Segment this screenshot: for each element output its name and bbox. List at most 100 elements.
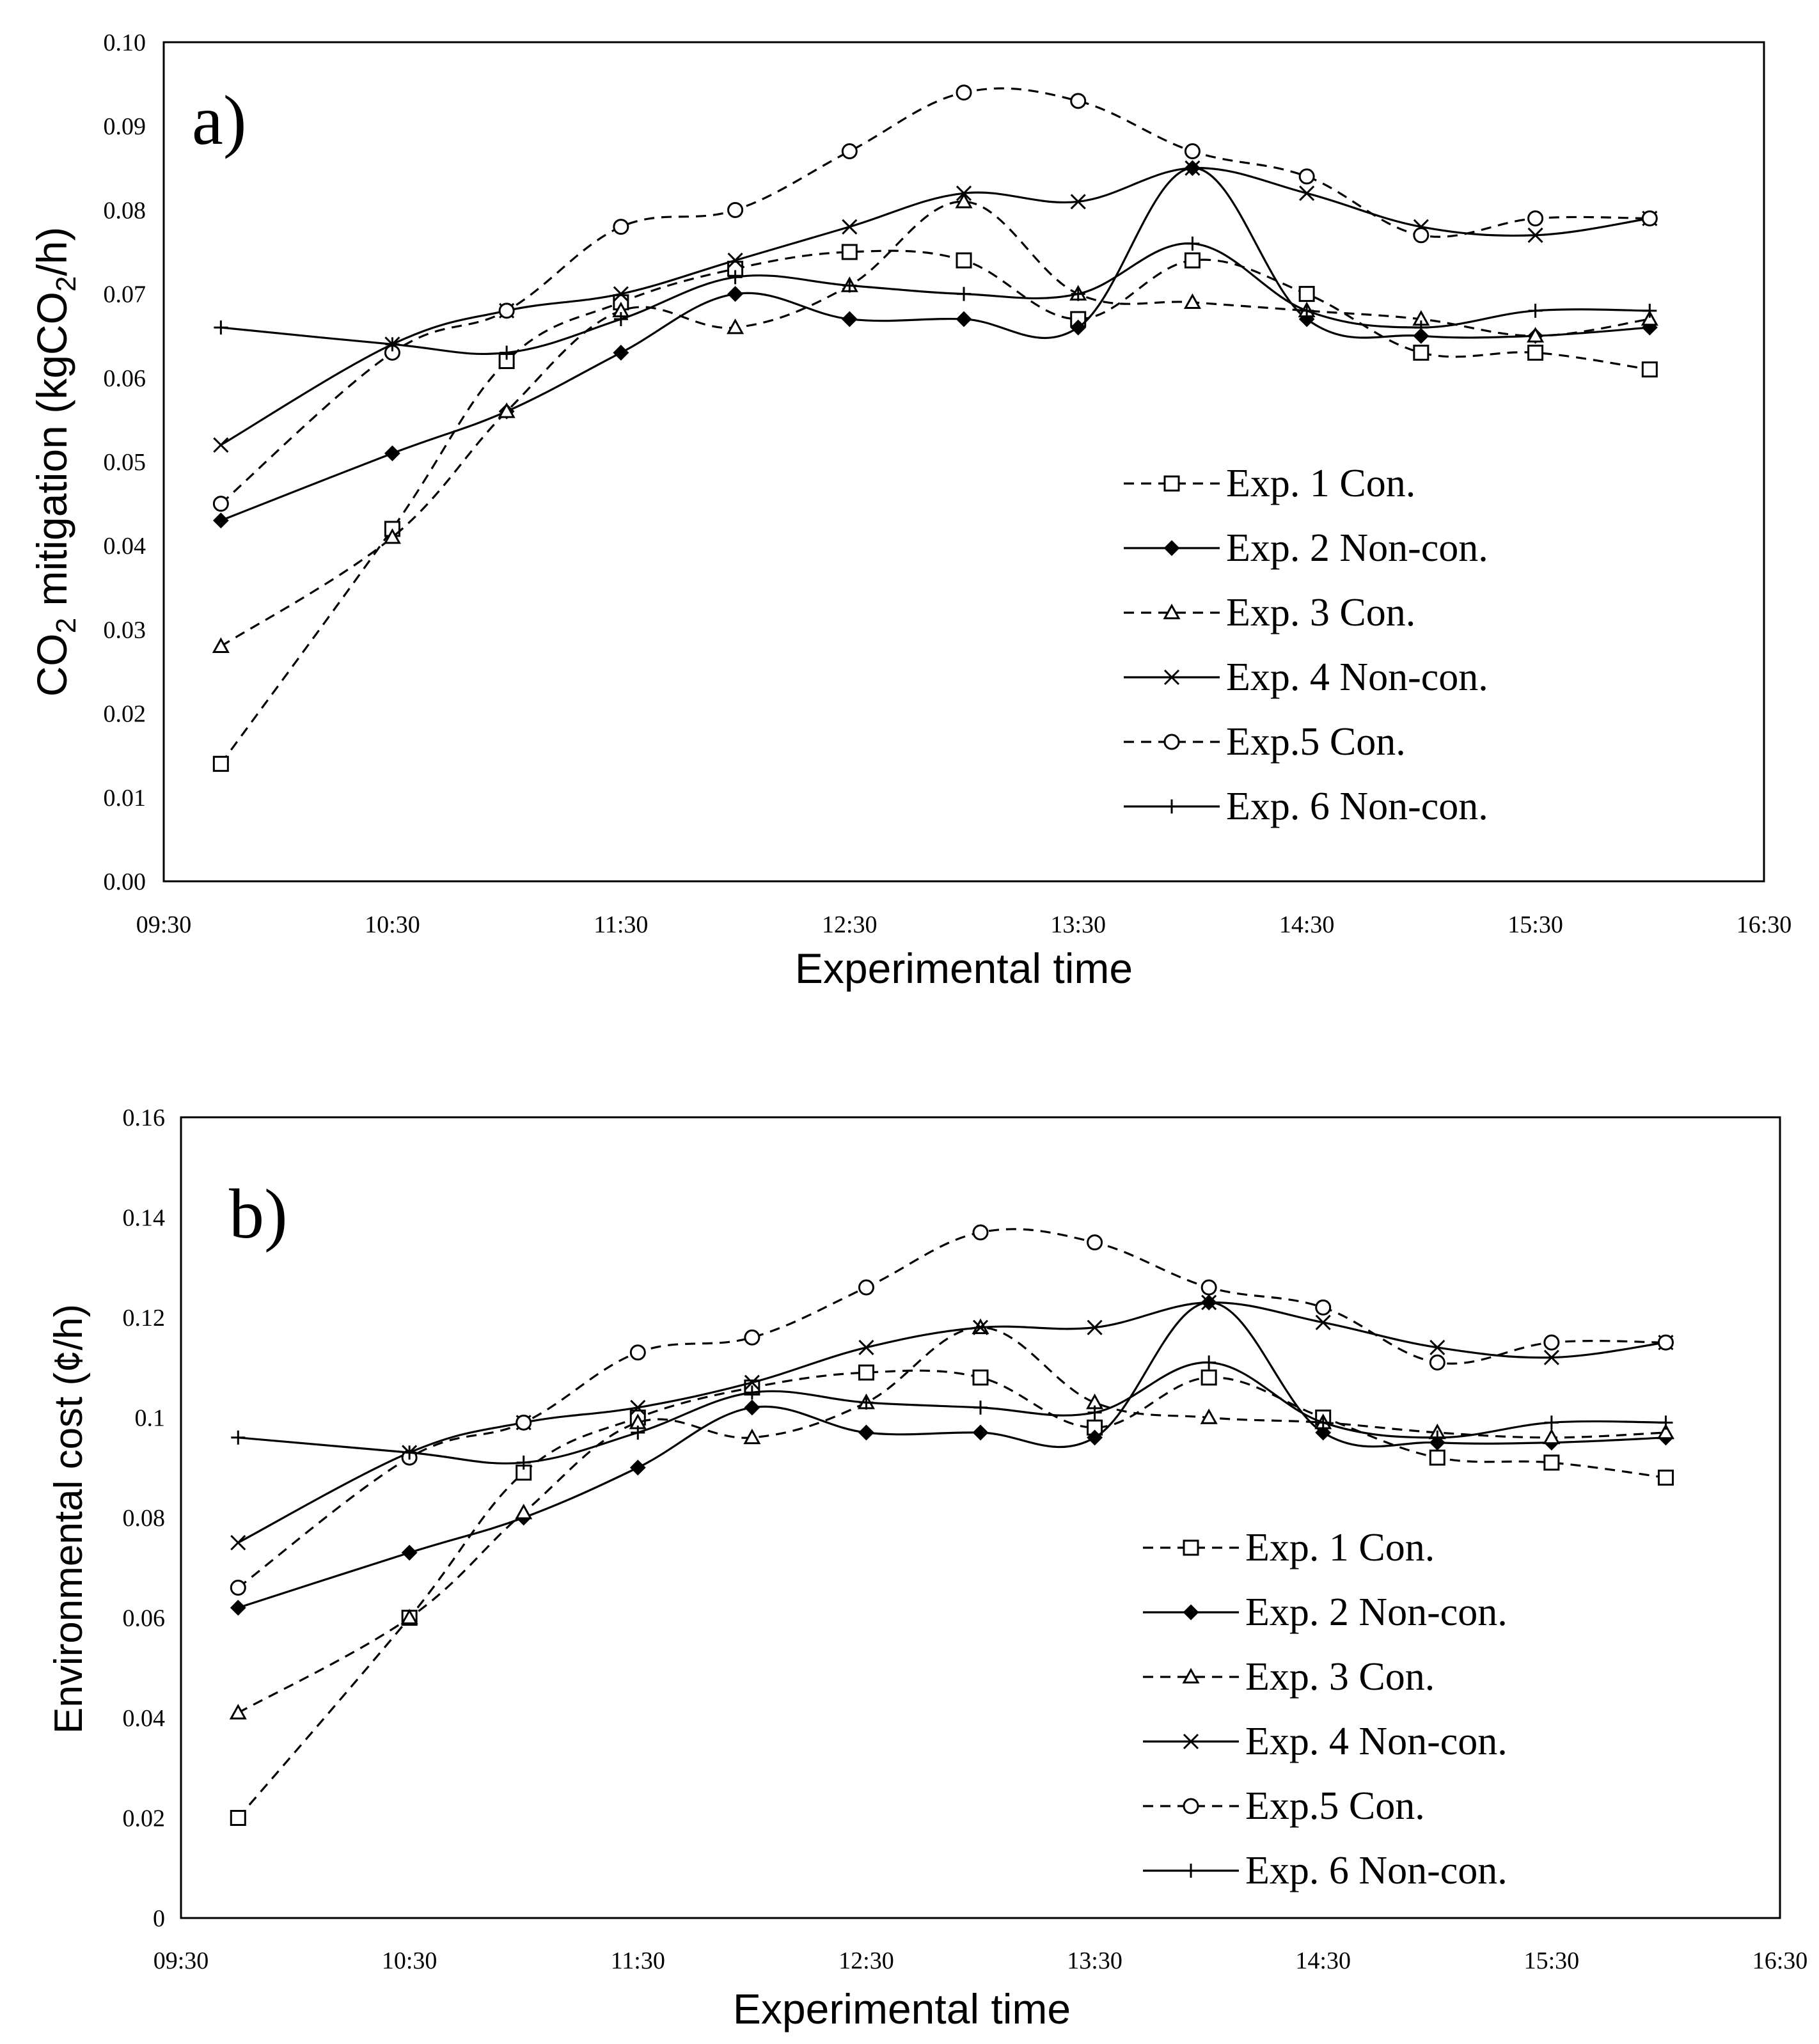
marker-triangle (515, 1504, 533, 1520)
marker-plus (1528, 303, 1543, 318)
legend-label: Exp. 1 Con. (1245, 1526, 1435, 1569)
series-line (237, 1301, 1666, 1544)
y-axis-title: CO2 mitigation (kgCO2/h) (28, 227, 82, 697)
y-tick-labels: 0 0.02 0.04 0.06 0.08 0.1 0.12 0.14 0.16 (123, 1105, 166, 1932)
marker-plus (1184, 1864, 1198, 1878)
x-tick-label: 16:30 (1752, 1947, 1808, 1974)
marker-x (1070, 194, 1086, 210)
marker-plus (1071, 287, 1085, 301)
marker-square (1657, 1469, 1674, 1486)
legend-label: Exp. 3 Con. (1245, 1655, 1435, 1699)
marker-plus (1413, 320, 1428, 335)
legend-label: Exp. 3 Con. (1226, 591, 1415, 634)
marker-circle (629, 1344, 646, 1361)
y-tick-label: 0.09 (104, 113, 146, 140)
legend-item: Exp. 4 Non-con. (1143, 1720, 1508, 1763)
marker-diamond (613, 345, 629, 361)
y-tick-label: 0.07 (104, 281, 146, 308)
marker-x (1315, 1314, 1331, 1330)
legend-item: Exp. 1 Con. (1124, 462, 1415, 505)
marker-circle (858, 1279, 874, 1296)
marker-diamond (212, 512, 229, 529)
marker-triangle (1163, 603, 1181, 620)
marker-circle (1201, 1279, 1217, 1296)
x-tick-label: 12:30 (822, 911, 878, 938)
chart-panel-b: b) 0 0.02 0.04 0.06 0.08 0.1 0.12 0.14 0.16 09:3… (47, 1105, 1807, 2032)
marker-circle (498, 303, 515, 319)
marker-plus (631, 1425, 645, 1440)
marker-triangle (1527, 327, 1545, 343)
series-line (237, 1326, 1666, 1714)
marker-x (1201, 1294, 1217, 1310)
marker-triangle (1657, 1423, 1674, 1440)
marker-x (630, 1399, 646, 1415)
panel-label: a) (192, 81, 246, 159)
legend-item: Exp. 2 Non-con. (1143, 1591, 1508, 1634)
marker-x (744, 1374, 760, 1390)
chart-panel-a: a) 0.000.010.020.030.040.050.060.070.080… (28, 29, 1791, 992)
marker-circle (1087, 1234, 1103, 1251)
x-tick-label: 12:30 (839, 1947, 894, 1974)
marker-x (1087, 1319, 1103, 1335)
x-tick-label: 14:30 (1279, 911, 1335, 938)
series-line (220, 167, 1650, 522)
marker-x (613, 286, 629, 302)
legend-item: Exp.5 Con. (1143, 1784, 1425, 1828)
series-4 (230, 1294, 1674, 1551)
series-layer (212, 84, 1658, 772)
legend-label: Exp.5 Con. (1245, 1784, 1425, 1828)
legend-item: Exp. 6 Non-con. (1143, 1849, 1508, 1892)
marker-square (1183, 1539, 1199, 1556)
marker-square (972, 1369, 989, 1386)
y-axis-title: Environmental cost (¢/h) (47, 1304, 91, 1734)
series-line (220, 200, 1650, 647)
legend-item: Exp. 3 Con. (1124, 591, 1415, 634)
marker-plus (1185, 236, 1200, 251)
x-tick-label: 09:30 (154, 1947, 209, 1974)
marker-square (956, 252, 972, 269)
x-axis-title: Experimental time (795, 945, 1133, 992)
marker-diamond (629, 1459, 646, 1476)
marker-x (1299, 185, 1315, 201)
marker-x (1163, 669, 1180, 686)
series-line (220, 87, 1650, 505)
marker-x (727, 253, 743, 269)
legend-item: Exp.5 Con. (1124, 720, 1406, 764)
marker-circle (230, 1580, 246, 1596)
marker-plus (385, 337, 400, 352)
series-6 (231, 1355, 1673, 1470)
marker-plus (744, 1385, 759, 1400)
marker-circle (1641, 210, 1658, 227)
marker-square (841, 244, 858, 260)
x-tick-label: 11:30 (594, 911, 648, 938)
marker-circle (1657, 1334, 1674, 1351)
y-tick-label: 0.10 (104, 29, 146, 56)
series-6 (214, 236, 1657, 360)
marker-plus (500, 345, 514, 360)
y-axis-title-part: CO (28, 633, 75, 696)
marker-circle (516, 1414, 532, 1431)
marker-circle (1527, 210, 1544, 227)
y-tick-label: 0.04 (123, 1705, 166, 1732)
x-tick-label: 15:30 (1508, 911, 1563, 938)
y-tick-label: 0.03 (104, 617, 146, 643)
marker-square (1184, 252, 1201, 269)
marker-square (212, 755, 229, 772)
y-tick-label: 0 (153, 1905, 165, 1932)
marker-square (1543, 1454, 1560, 1471)
marker-circle (1184, 143, 1201, 160)
series-line (238, 1361, 1666, 1465)
marker-triangle (1543, 1428, 1561, 1445)
marker-triangle (743, 1428, 761, 1445)
x-tick-label: 16:30 (1736, 911, 1792, 938)
marker-plus (957, 287, 971, 301)
marker-square (230, 1810, 246, 1826)
y-tick-label: 0.1 (135, 1405, 166, 1432)
marker-plus (1165, 799, 1179, 814)
marker-plus (516, 1455, 531, 1470)
marker-triangle (1200, 1408, 1218, 1424)
y-tick-label: 0.01 (104, 785, 146, 812)
marker-circle (972, 1224, 989, 1241)
series-line (220, 249, 1650, 765)
marker-circle (1429, 1354, 1445, 1371)
